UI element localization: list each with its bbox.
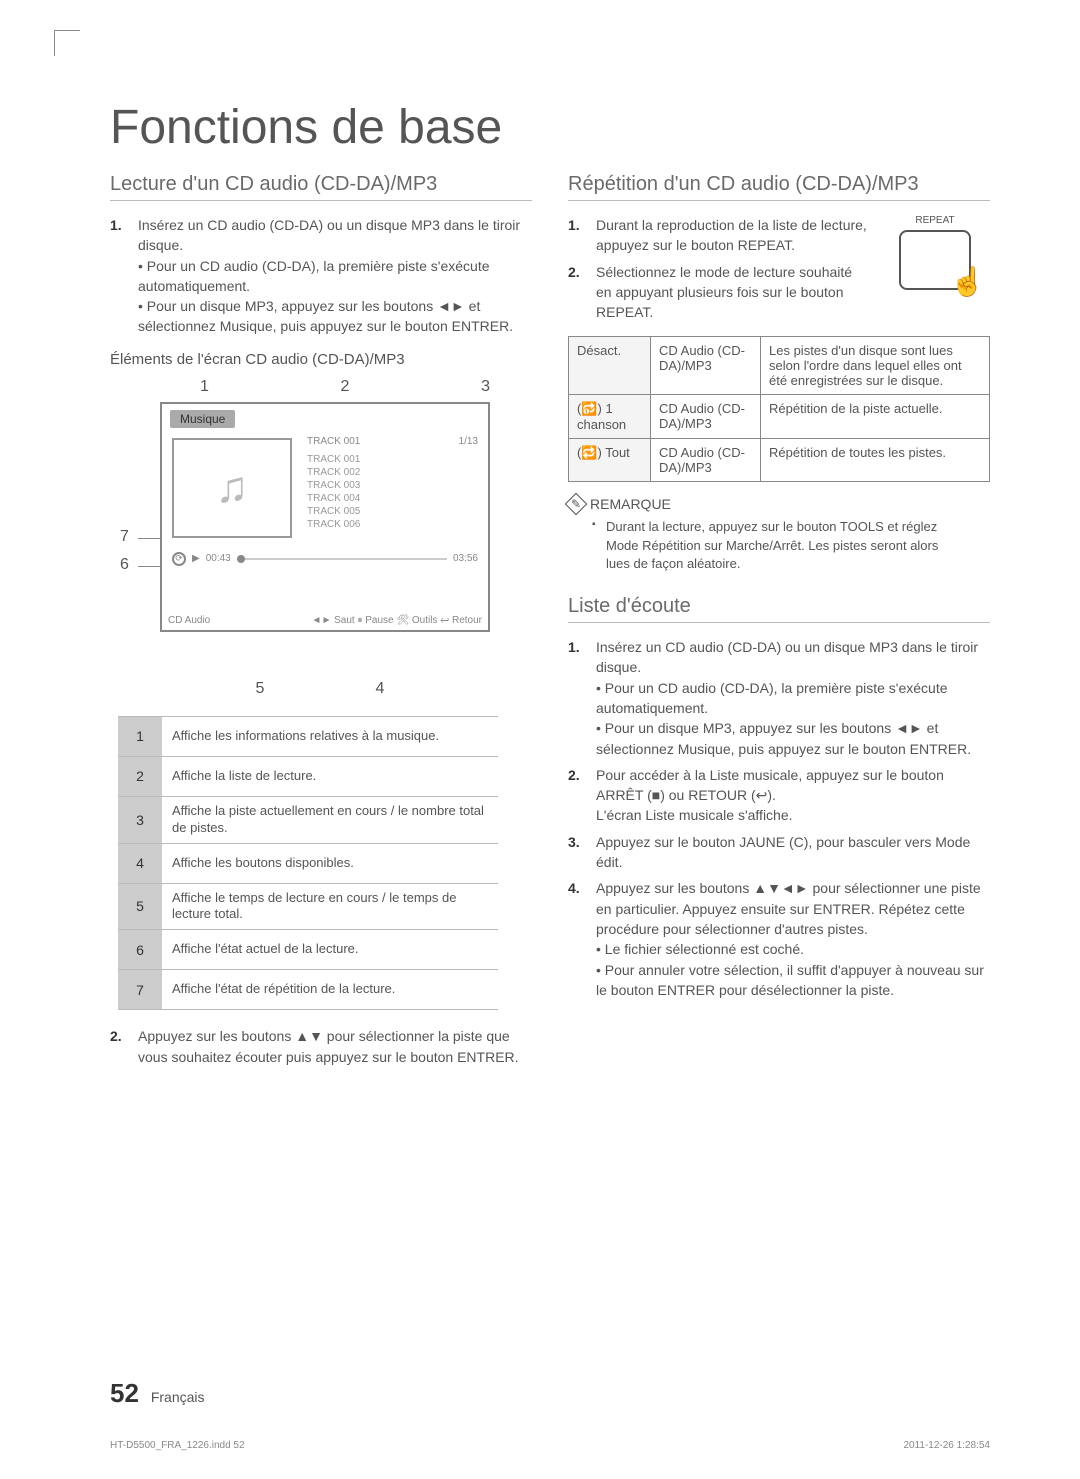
- legend-text: Affiche les informations relatives à la …: [162, 722, 449, 751]
- callouts-top: 1 2 3: [200, 378, 490, 396]
- liste-steps: Insérez un CD audio (CD-DA) ou un disque…: [568, 637, 990, 1000]
- legend-row: 6 Affiche l'état actuel de la lecture.: [118, 930, 498, 970]
- lecture-steps-2: Appuyez sur les boutons ▲▼ pour sélectio…: [110, 1026, 532, 1067]
- table-row: Désact. CD Audio (CD-DA)/MP3 Les pistes …: [569, 337, 990, 395]
- track-index: 1/13: [459, 436, 478, 447]
- mode-cell: (🔁) Tout: [569, 439, 651, 482]
- legend-row: 2 Affiche la liste de lecture.: [118, 757, 498, 797]
- liste-step-2: Pour accéder à la Liste musicale, appuye…: [568, 765, 990, 826]
- legend-row: 5 Affiche le temps de lecture en cours /…: [118, 884, 498, 931]
- legend-text: Affiche la liste de lecture.: [162, 762, 326, 791]
- left-column: Lecture d'un CD audio (CD-DA)/MP3 Insére…: [110, 173, 532, 1073]
- legend-row: 1 Affiche les informations relatives à l…: [118, 717, 498, 757]
- section-title-liste: Liste d'écoute: [568, 595, 990, 623]
- repeat-step-1: Durant la reproduction de la liste de le…: [568, 215, 990, 256]
- mode-cell: (🔂) 1 chanson: [569, 395, 651, 439]
- repeat-modes-table: Désact. CD Audio (CD-DA)/MP3 Les pistes …: [568, 336, 990, 482]
- legend-text: Affiche l'état de répétition de la lectu…: [162, 975, 405, 1004]
- note-icon: ✎: [565, 493, 588, 516]
- player-screen: Musique ♫ TRACK 001 1/13 TRACK 001 TRACK…: [160, 402, 490, 632]
- page-title: Fonctions de base: [110, 100, 990, 155]
- page-number: 52: [110, 1378, 139, 1408]
- remark-text: Durant la lecture, appuyez sur le bouton…: [592, 518, 948, 573]
- legend-row: 7 Affiche l'état de répétition de la lec…: [118, 970, 498, 1010]
- track-list: TRACK 001 1/13 TRACK 001 TRACK 002 TRACK…: [307, 436, 478, 531]
- section-title-lecture: Lecture d'un CD audio (CD-DA)/MP3: [110, 173, 532, 201]
- legend-row: 3 Affiche la piste actuellement en cours…: [118, 797, 498, 844]
- desc-cell: Les pistes d'un disque sont lues selon l…: [761, 337, 990, 395]
- track-row: TRACK 005: [307, 505, 478, 518]
- screen-diagram: 1 2 3 7 6 Musique ♫ TRACK 001 1/13 TRACK…: [120, 378, 500, 698]
- lecture-step-1: Insérez un CD audio (CD-DA) ou un disque…: [110, 215, 532, 337]
- play-icon: ▶: [192, 553, 200, 564]
- track-row: TRACK 003: [307, 479, 478, 492]
- print-footer: HT-D5500_FRA_1226.indd 52 2011-12-26 1:2…: [110, 1440, 990, 1451]
- page-lang: Français: [151, 1389, 205, 1405]
- remark-label: REMARQUE: [590, 496, 671, 512]
- legend-text: Affiche le temps de lecture en cours / l…: [162, 884, 498, 930]
- lecture-steps-1: Insérez un CD audio (CD-DA) ou un disque…: [110, 215, 532, 337]
- remark-body: Durant la lecture, appuyez sur le bouton…: [568, 518, 948, 573]
- legend-num: 6: [118, 930, 162, 969]
- callout-2: 2: [341, 378, 350, 396]
- screen-subhead: Éléments de l'écran CD audio (CD-DA)/MP3: [110, 351, 532, 368]
- track-row: TRACK 004: [307, 492, 478, 505]
- repeat-icon: ⟳: [172, 552, 186, 566]
- table-row: (🔁) Tout CD Audio (CD-DA)/MP3 Répétition…: [569, 439, 990, 482]
- legend-num: 5: [118, 884, 162, 930]
- legend-text: Affiche les boutons disponibles.: [162, 849, 364, 878]
- mode-cell: Désact.: [569, 337, 651, 395]
- desc-cell: Répétition de toutes les pistes.: [761, 439, 990, 482]
- legend-num: 1: [118, 717, 162, 756]
- legend-num: 4: [118, 844, 162, 883]
- lecture-step-2: Appuyez sur les boutons ▲▼ pour sélectio…: [110, 1026, 532, 1067]
- time-total: 03:56: [453, 553, 478, 564]
- desc-cell: Répétition de la piste actuelle.: [761, 395, 990, 439]
- current-track-name: TRACK 001: [307, 436, 360, 447]
- page-footer: 52 Français: [110, 1378, 205, 1409]
- table-row: (🔂) 1 chanson CD Audio (CD-DA)/MP3 Répét…: [569, 395, 990, 439]
- footer-source: CD Audio: [168, 615, 210, 626]
- callout-1: 1: [200, 378, 209, 396]
- crop-mark: [54, 30, 80, 56]
- callout-7: 7: [120, 528, 129, 546]
- doc-name: HT-D5500_FRA_1226.indd 52: [110, 1440, 245, 1451]
- src-cell: CD Audio (CD-DA)/MP3: [651, 395, 761, 439]
- callout-6: 6: [120, 556, 129, 574]
- legend-num: 7: [118, 970, 162, 1009]
- legend-row: 4 Affiche les boutons disponibles.: [118, 844, 498, 884]
- timestamp: 2011-12-26 1:28:54: [903, 1440, 990, 1451]
- src-cell: CD Audio (CD-DA)/MP3: [651, 439, 761, 482]
- legend-text: Affiche la piste actuellement en cours /…: [162, 797, 498, 843]
- legend-table: 1 Affiche les informations relatives à l…: [118, 716, 498, 1011]
- repeat-step-2: Sélectionnez le mode de lecture souhaité…: [568, 262, 990, 323]
- track-row: TRACK 006: [307, 518, 478, 531]
- callout-4: 4: [376, 680, 385, 698]
- callout-3: 3: [481, 378, 490, 396]
- liste-step-4: Appuyez sur les boutons ▲▼◄► pour sélect…: [568, 878, 990, 1000]
- liste-step-1: Insérez un CD audio (CD-DA) ou un disque…: [568, 637, 990, 759]
- progress-row: ⟳ ▶ 00:43 03:56: [172, 552, 478, 566]
- callout-5: 5: [256, 680, 265, 698]
- legend-text: Affiche l'état actuel de la lecture.: [162, 935, 369, 964]
- footer-controls: ◄► Saut ⏸ Pause 🛠 Outils ↩ Retour: [312, 615, 482, 626]
- track-row: TRACK 001: [307, 453, 478, 466]
- progress-bar: [237, 558, 447, 560]
- screen-tab: Musique: [170, 410, 235, 428]
- time-current: 00:43: [206, 553, 231, 564]
- src-cell: CD Audio (CD-DA)/MP3: [651, 337, 761, 395]
- callouts-bottom: 5 4: [200, 680, 440, 698]
- album-art: ♫: [172, 438, 292, 538]
- right-column: Répétition d'un CD audio (CD-DA)/MP3 REP…: [568, 173, 990, 1073]
- section-title-repeat: Répétition d'un CD audio (CD-DA)/MP3: [568, 173, 990, 201]
- track-row: TRACK 002: [307, 466, 478, 479]
- legend-num: 3: [118, 797, 162, 843]
- screen-footer: CD Audio ◄► Saut ⏸ Pause 🛠 Outils ↩ Reto…: [168, 615, 482, 626]
- liste-step-3: Appuyez sur le bouton JAUNE (C), pour ba…: [568, 832, 990, 873]
- music-note-icon: ♫: [216, 463, 249, 513]
- legend-num: 2: [118, 757, 162, 796]
- two-column-layout: Lecture d'un CD audio (CD-DA)/MP3 Insére…: [110, 173, 990, 1073]
- repeat-steps: Durant la reproduction de la liste de le…: [568, 215, 990, 322]
- remark-head: ✎ REMARQUE: [568, 496, 990, 512]
